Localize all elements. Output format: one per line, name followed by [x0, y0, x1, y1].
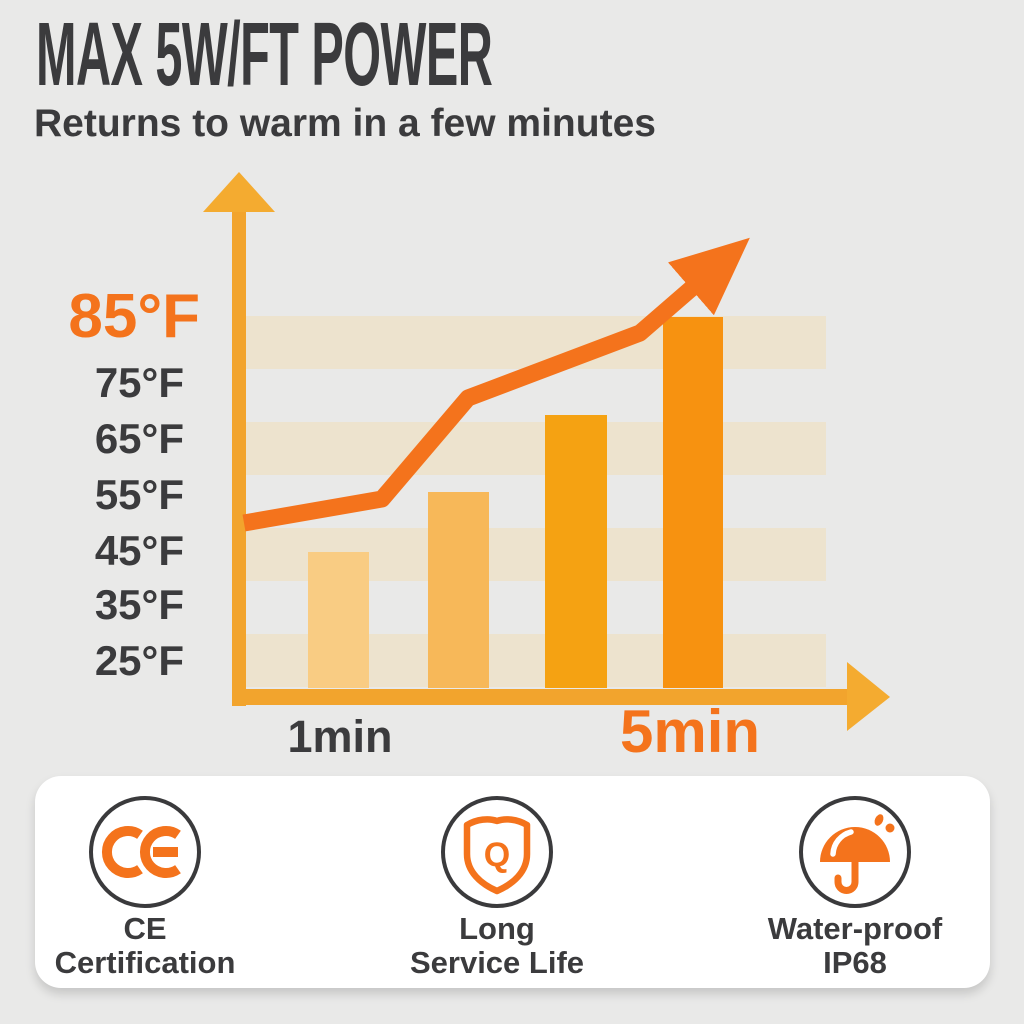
feature-waterproof-ip68: Water-proof IP68 [745, 776, 965, 988]
feature-label-line1: CE [123, 911, 167, 946]
y-axis [232, 206, 246, 706]
y-axis-label-45f: 45°F [94, 527, 184, 574]
feature-label-line2: IP68 [823, 945, 887, 980]
feature-ce-certification: CE Certification [35, 776, 255, 988]
umbrella-waterproof-icon [799, 796, 911, 908]
feature-label: CE Certification [35, 912, 255, 980]
feature-label-line2: Certification [54, 945, 236, 980]
page-subtitle: Returns to warm in a few minutes [34, 102, 656, 145]
ce-mark-icon [89, 796, 201, 908]
bar-3 [545, 415, 607, 688]
bar-2 [428, 492, 489, 688]
bar-4 [663, 317, 723, 688]
page-title: MAX 5W/FT POWER [36, 5, 493, 105]
chart-canvas [203, 172, 890, 731]
features-card: CE Certification Q Long Service Life [35, 776, 990, 988]
y-axis-label-85f: 85°F [68, 282, 200, 351]
y-axis-label-65f: 65°F [94, 415, 184, 462]
x-axis-label-1min: 1min [287, 711, 393, 762]
y-axis-label-55f: 55°F [94, 471, 184, 518]
x-axis [232, 689, 848, 705]
feature-label: Long Service Life [387, 912, 607, 980]
temperature-chart: 85°F 75°F 65°F 55°F 45°F 35°F 25°F 1min … [68, 172, 890, 765]
x-axis-arrow-icon [847, 662, 890, 731]
feature-long-service-life: Q Long Service Life [387, 776, 607, 988]
feature-label-line2: Service Life [409, 945, 585, 980]
y-axis-label-75f: 75°F [94, 359, 184, 406]
y-axis-arrow-icon [203, 172, 275, 212]
bar-1 [308, 552, 369, 688]
shield-letter: Q [484, 836, 510, 874]
y-axis-label-35f: 35°F [94, 581, 184, 628]
temperature-trend-line [242, 237, 750, 532]
shield-quality-icon: Q [441, 796, 553, 908]
feature-label-line1: Water-proof [767, 911, 943, 946]
feature-label: Water-proof IP68 [745, 912, 965, 980]
y-axis-label-25f: 25°F [94, 637, 184, 684]
x-axis-label-5min: 5min [619, 698, 761, 765]
feature-label-line1: Long [459, 911, 535, 946]
